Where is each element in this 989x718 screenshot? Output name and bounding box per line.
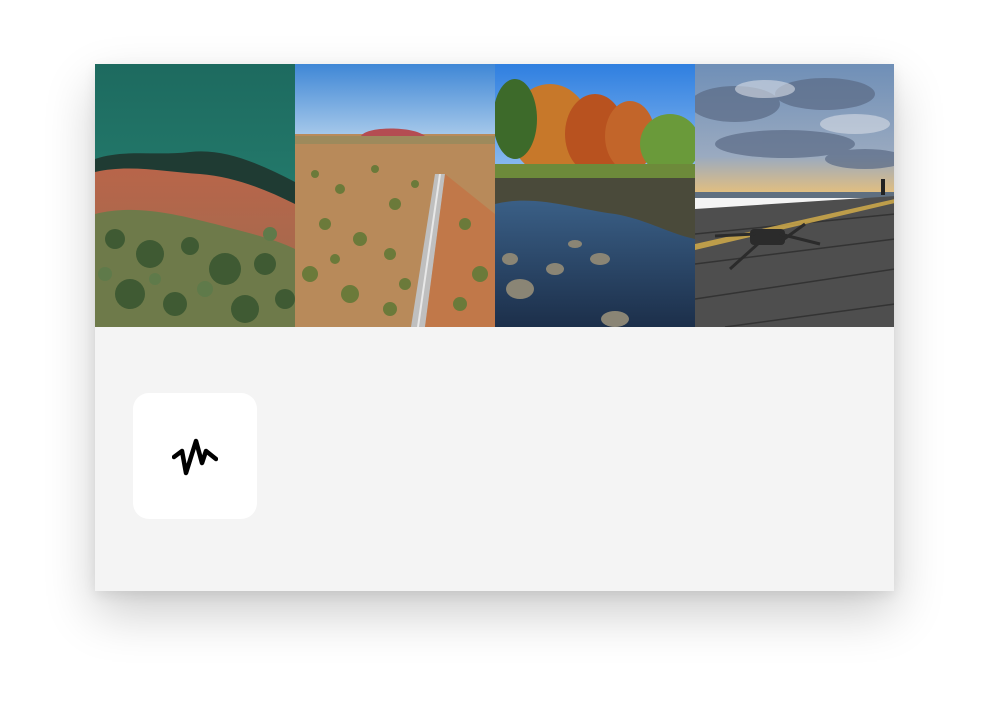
app-icon-tile[interactable] — [133, 393, 257, 519]
activity-squiggle-icon — [172, 438, 218, 476]
aerial-coastline-photo[interactable] — [95, 64, 295, 327]
autumn-trees-pond-photo[interactable] — [495, 64, 695, 327]
drone-on-pier-sunset-photo[interactable] — [695, 64, 894, 327]
photo-gallery — [95, 64, 894, 327]
app-card — [95, 64, 894, 591]
outback-road-uluru-photo[interactable] — [295, 64, 495, 327]
